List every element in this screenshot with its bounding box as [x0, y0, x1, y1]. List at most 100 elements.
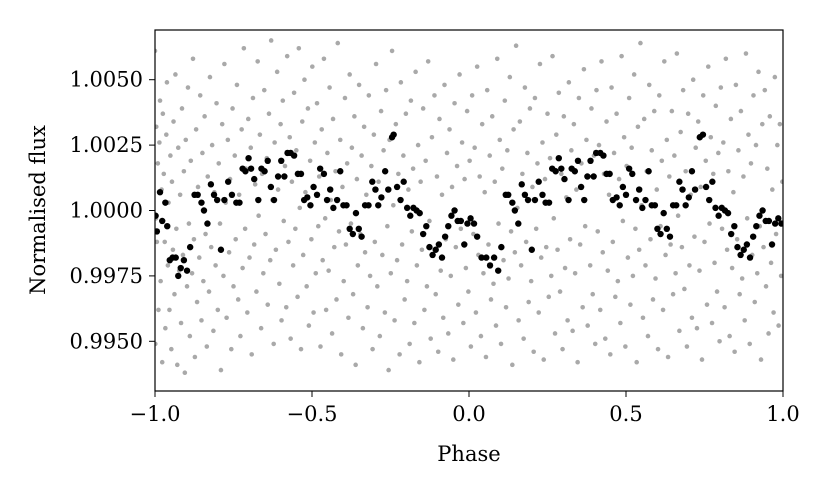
binned-data-point [778, 220, 783, 227]
raw-data-point [675, 213, 681, 219]
raw-data-point [278, 121, 283, 127]
binned-data-point [771, 220, 779, 227]
raw-data-point [710, 171, 716, 177]
raw-data-point [674, 51, 680, 56]
raw-data-point [279, 318, 284, 323]
raw-data-point [502, 98, 508, 103]
raw-data-point [184, 284, 190, 289]
binned-data-point [571, 168, 579, 175]
raw-data-point [410, 166, 416, 171]
binned-data-point [639, 204, 646, 212]
raw-data-point [382, 310, 388, 315]
raw-data-point [526, 299, 531, 305]
raw-data-point [474, 64, 480, 69]
raw-data-point [341, 278, 347, 284]
y-tick-label: 0.9950 [70, 329, 143, 353]
raw-data-point [721, 140, 726, 145]
raw-data-point [778, 273, 783, 279]
raw-data-point [751, 93, 756, 98]
raw-data-point [477, 174, 482, 179]
raw-data-point [724, 247, 730, 253]
raw-data-point [316, 174, 322, 179]
raw-data-point [525, 150, 530, 156]
raw-data-point [575, 359, 580, 365]
raw-data-point [203, 231, 208, 237]
raw-data-point [623, 344, 628, 349]
raw-data-point [389, 48, 395, 54]
binned-data-point [393, 183, 401, 191]
binned-data-point [565, 196, 572, 204]
raw-data-point [157, 140, 162, 145]
x-tick-label: 1.0 [766, 402, 799, 426]
raw-data-point [458, 226, 464, 232]
raw-data-point [498, 341, 504, 347]
binned-data-point [743, 241, 751, 248]
binned-data-point [509, 199, 516, 206]
raw-data-point [733, 82, 739, 88]
raw-data-point [680, 87, 686, 93]
raw-data-point [693, 145, 699, 151]
binned-data-point [555, 154, 562, 162]
raw-data-point [375, 284, 380, 289]
binned-data-point [558, 165, 565, 172]
raw-data-point [196, 255, 202, 260]
raw-data-point [594, 87, 599, 93]
y-tick-label: 1.0050 [70, 68, 143, 92]
raw-data-point [609, 85, 614, 90]
binned-data-point [473, 233, 481, 240]
raw-data-point [503, 304, 509, 310]
raw-data-point [354, 176, 360, 182]
raw-data-point [192, 354, 198, 360]
raw-data-point [678, 129, 683, 135]
raw-data-point [289, 179, 295, 185]
raw-data-point [217, 221, 223, 226]
raw-data-point [754, 270, 760, 276]
raw-data-point [587, 263, 593, 268]
raw-data-point [307, 158, 313, 164]
raw-data-point [376, 179, 381, 185]
binned-data-point [204, 220, 211, 227]
binned-data-point [505, 191, 512, 198]
raw-data-point [684, 344, 690, 349]
binned-data-point [467, 215, 474, 222]
raw-data-point [605, 268, 611, 273]
x-tick-label: −0.5 [287, 402, 338, 426]
y-tick-label: 1.0025 [70, 133, 143, 157]
raw-data-point [728, 116, 734, 122]
raw-data-point [467, 158, 472, 164]
binned-data-point [486, 262, 494, 269]
raw-data-point [190, 56, 196, 62]
binned-data-point [307, 202, 314, 209]
raw-data-point [304, 284, 309, 289]
raw-data-point [571, 121, 577, 127]
raw-data-point [222, 61, 227, 67]
raw-data-point [767, 114, 773, 119]
raw-data-point [209, 142, 215, 148]
raw-data-point [155, 341, 158, 347]
binned-data-point [727, 230, 735, 238]
binned-data-point [375, 202, 382, 209]
raw-data-point [618, 320, 623, 326]
raw-data-point [572, 270, 578, 276]
raw-data-point [717, 339, 722, 344]
raw-data-point [428, 336, 433, 341]
raw-data-point [762, 87, 768, 93]
raw-data-point [739, 276, 745, 281]
raw-data-point [697, 268, 702, 273]
binned-data-point [765, 217, 773, 225]
raw-data-point [238, 333, 243, 339]
raw-data-point [482, 189, 488, 195]
raw-data-point [394, 257, 400, 263]
binned-data-point [682, 202, 689, 209]
raw-data-point [556, 90, 562, 96]
binned-data-point [756, 212, 763, 219]
binned-data-point [715, 212, 722, 219]
raw-data-point [179, 106, 185, 111]
raw-data-point [537, 61, 543, 67]
binned-data-point [709, 178, 716, 185]
raw-data-point [493, 323, 499, 328]
raw-data-point [261, 270, 266, 276]
raw-data-point [527, 106, 533, 111]
raw-data-point [653, 276, 658, 281]
raw-data-point [682, 286, 687, 292]
